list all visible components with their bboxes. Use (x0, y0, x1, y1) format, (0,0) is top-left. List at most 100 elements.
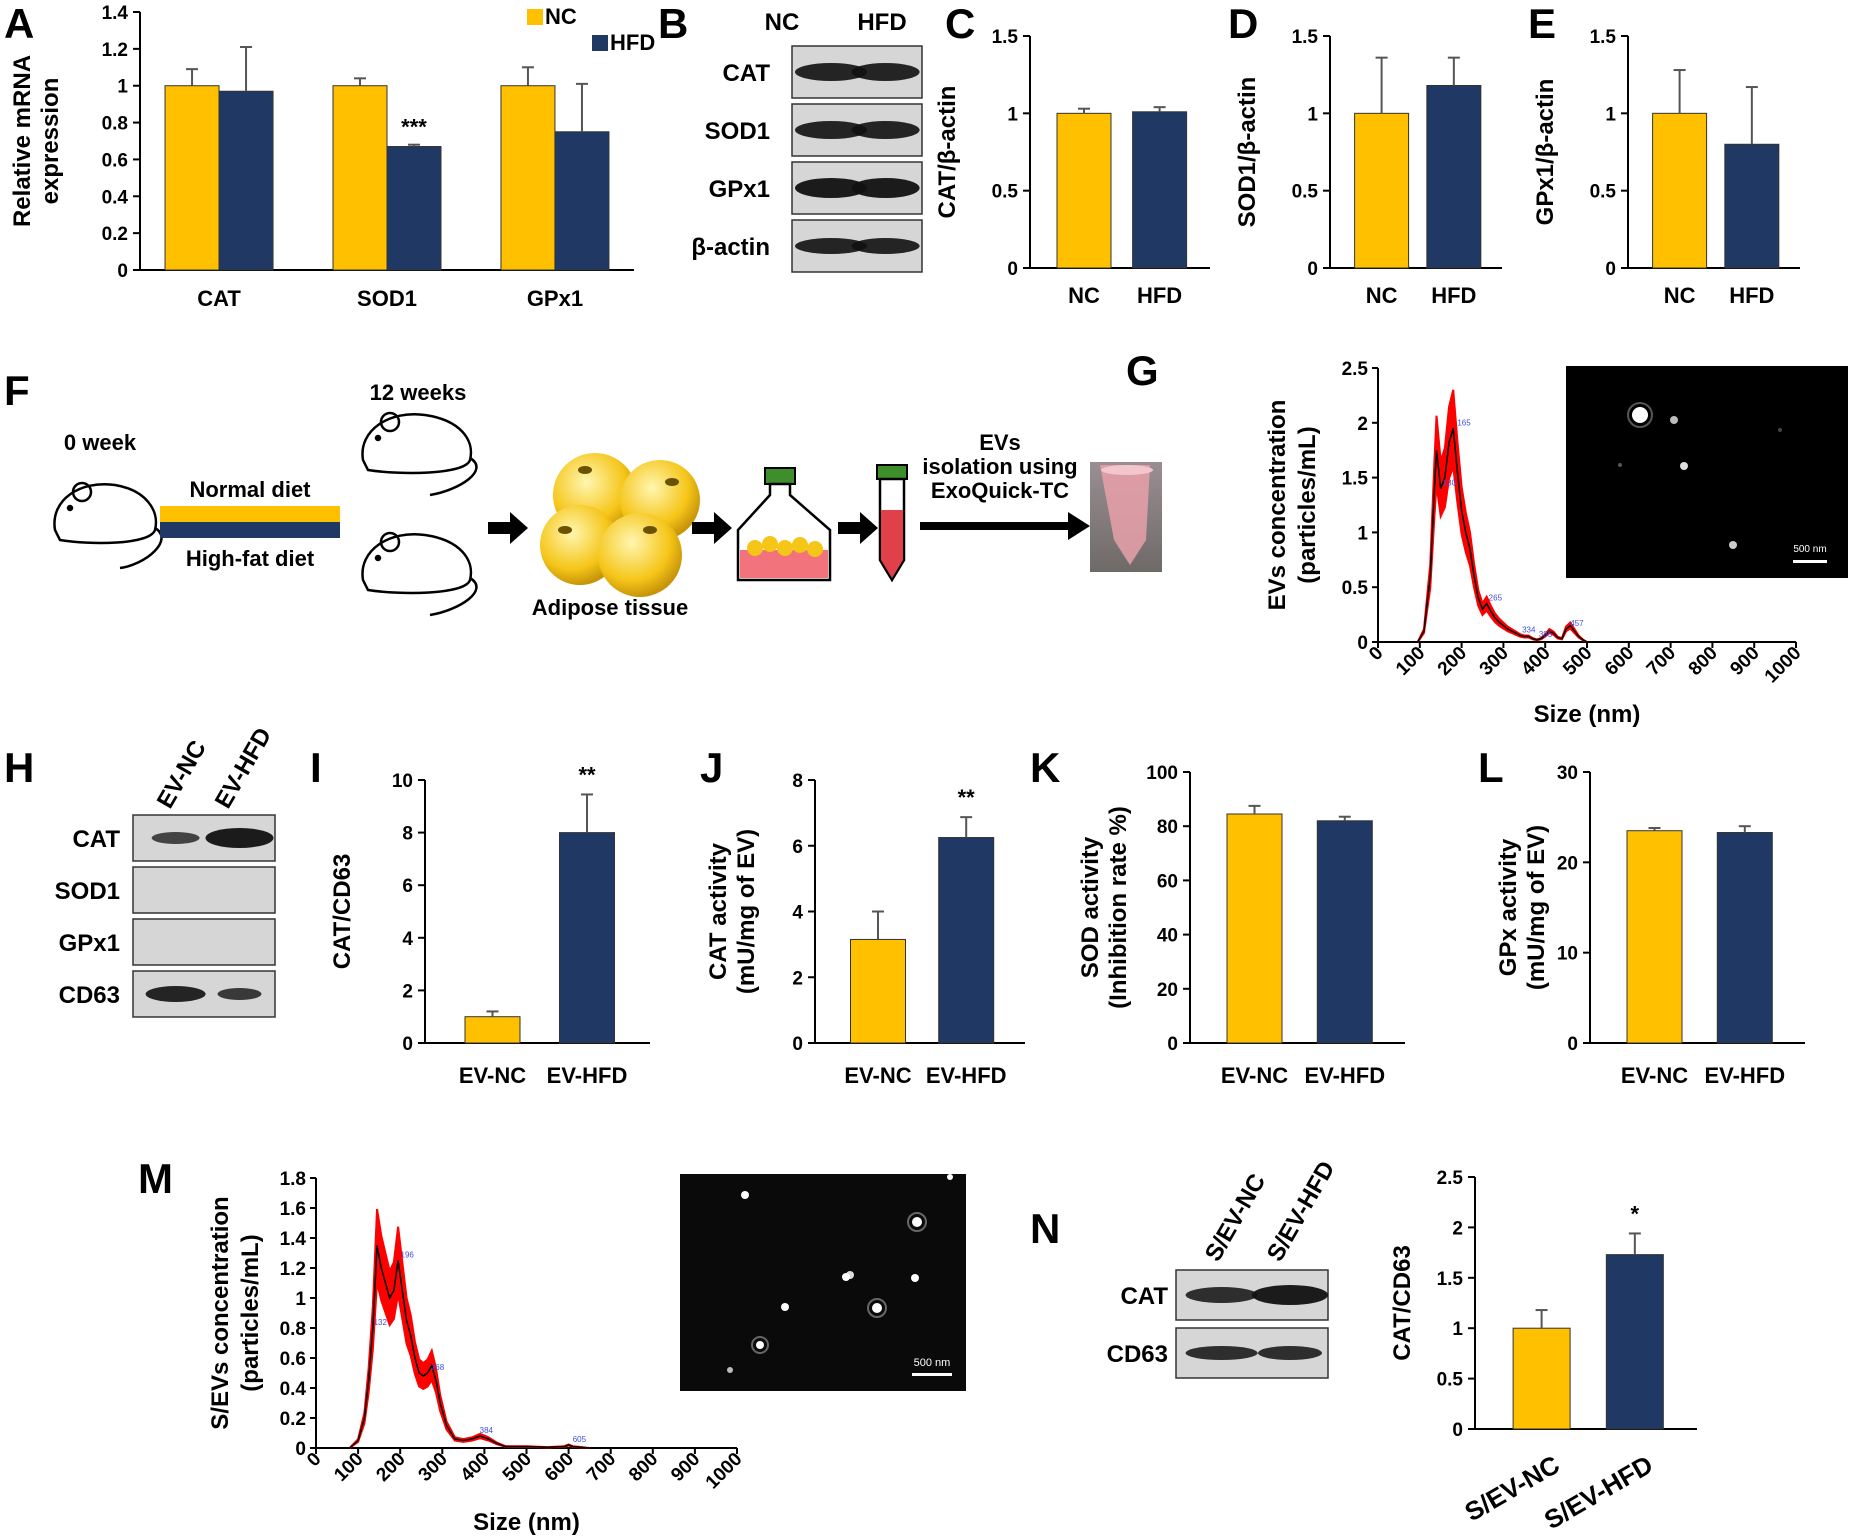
y-tick-label: 20 (1557, 853, 1578, 874)
blot-band (795, 63, 867, 81)
y-tick-label: 2 (792, 968, 803, 989)
blot-row-label: β-actin (691, 234, 770, 261)
bar-nc-cat (164, 85, 220, 271)
label-normal-diet: Normal diet (189, 477, 311, 502)
panel-label-f: F (4, 367, 30, 414)
peak-label: 334 (1522, 625, 1536, 634)
y-tick-label: 30 (1557, 763, 1578, 784)
bar-hfd-gpx1 (554, 131, 610, 271)
bar-hfd-cat (218, 90, 274, 271)
y-tick-label: 0.2 (102, 224, 128, 245)
x-tick-label: 800 (625, 1449, 662, 1486)
legend-label-hfd: HFD (610, 30, 655, 55)
x-category-label: EV-HFD (1704, 1063, 1785, 1088)
bar-hfd (1724, 143, 1780, 269)
y-tick-label: 1.4 (102, 3, 129, 24)
blot-band (851, 178, 920, 198)
peak-label: 132 (374, 1318, 388, 1327)
x-category-label: EV-HFD (926, 1063, 1007, 1088)
chart-d-sod1-beta-actin: 0 0.5 1 1.5 SOD1/β-actin NC HFD (1234, 27, 1502, 308)
bar-ev-hfd (1716, 832, 1773, 1044)
bar-hfd-sod1 (386, 146, 442, 271)
blot-band (1258, 1346, 1322, 1360)
y-tick-label: 0.4 (280, 1379, 307, 1400)
bar-ev-hfd (1316, 820, 1373, 1044)
adipocytes-icon (540, 453, 700, 597)
panel-label-a: A (4, 0, 34, 47)
panel-label-d: D (1228, 0, 1258, 47)
label-0-week: 0 week (64, 430, 137, 455)
x-tick-label: 600 (541, 1449, 578, 1486)
blot-band (205, 828, 274, 848)
panel-label-i: I (310, 744, 322, 791)
size-distribution-line (1417, 428, 1588, 643)
mouse-icon-start (53, 481, 163, 570)
label-adipose-tissue: Adipose tissue (532, 595, 688, 620)
peak-label: 385 (1539, 630, 1553, 639)
blot-b-rows: CAT SOD1 GPx1 β-actin (691, 45, 923, 273)
legend-a: NC HFD (527, 4, 655, 55)
panel-label-k: K (1030, 744, 1060, 791)
size-distribution-error-band (348, 1208, 590, 1449)
peak-label: 130 (1443, 479, 1457, 488)
significance-marker: ** (578, 762, 596, 787)
normal-diet-bar (160, 506, 340, 522)
bar-nc-gpx1 (500, 85, 556, 271)
x-category-label: HFD (1137, 283, 1182, 308)
panel-label-l: L (1478, 744, 1504, 791)
chart-j-cat-activity: 0 2 4 6 8 CAT activity (mU/mg of EV) EV-NC EV-HF… (705, 771, 1025, 1088)
y-tick-label: 1 (295, 1289, 306, 1310)
y-tick-label: 0 (1007, 259, 1018, 280)
blot-n: S/EV-NC S/EV-HFD CAT CD63 (1107, 1157, 1341, 1379)
blot-band (1252, 1285, 1328, 1305)
x-category-label: EV-NC (459, 1063, 526, 1088)
y-tick-label: 0 (117, 261, 128, 282)
bar-hfd (1132, 111, 1188, 269)
y-tick-label: 2 (1452, 1218, 1463, 1239)
y-tick-label: 0.5 (1437, 1370, 1464, 1391)
blot-band (145, 986, 206, 1002)
panel-label-g: G (1126, 347, 1159, 394)
y-tick-label: 1.5 (992, 27, 1019, 48)
y-tick-label: 0.6 (280, 1349, 306, 1370)
chart-e-gpx1-beta-actin: 0 0.5 1 1.5 GPx1/β-actin NC HFD (1532, 27, 1800, 308)
bar-s-ev-hfd (1605, 1254, 1664, 1430)
panel-label-b: B (658, 0, 688, 47)
y-tick-label: 0.8 (102, 114, 128, 135)
x-tick-label: 300 (415, 1449, 452, 1486)
panel-label-e: E (1528, 0, 1556, 47)
x-tick-label: 400 (457, 1449, 494, 1486)
x-tick-label: 1000 (1761, 643, 1806, 688)
blot-row-label: CD63 (1107, 1341, 1168, 1368)
y-tick-label: 1.2 (102, 40, 128, 61)
blot-b: NC HFD CAT SOD1 GPx1 β-actin (691, 9, 923, 273)
blot-band (1185, 1346, 1258, 1360)
y-tick-label: 4 (792, 903, 803, 924)
y-axis-label: GPx1/β-actin (1532, 79, 1559, 226)
y-tick-label: 1.4 (280, 1229, 307, 1250)
significance-marker: ** (958, 785, 976, 810)
x-category-label: EV-NC (1621, 1063, 1688, 1088)
x-tick-label: 500 (1559, 643, 1596, 680)
blot-n-col-sev-nc: S/EV-NC (1200, 1169, 1271, 1266)
blot-band (851, 121, 920, 139)
y-tick-label: 0.8 (280, 1319, 306, 1340)
blot-n-rows: CAT CD63 (1107, 1269, 1329, 1379)
y-axis-label: CAT/CD63 (329, 854, 356, 970)
peak-label: 268 (431, 1363, 445, 1372)
blot-band (795, 178, 867, 198)
x-category-label: EV-NC (844, 1063, 911, 1088)
blot-h-col-ev-nc: EV-NC (152, 736, 212, 813)
x-tick-label: 700 (1643, 643, 1680, 680)
y-tick-label: 0 (1567, 1034, 1578, 1055)
y-tick-label: 0 (295, 1439, 306, 1460)
y-tick-label: 8 (792, 771, 803, 792)
y-tick-label: 1 (1307, 104, 1318, 125)
y-tick-label: 2 (1357, 414, 1368, 435)
x-tick-label: 900 (667, 1449, 704, 1486)
x-tick-label: 0 (1365, 643, 1387, 665)
y-tick-label: 1 (1452, 1319, 1463, 1340)
chart-a-mrna-expression: 0 0.2 0.4 0.6 0.8 1 1.2 1.4 Relative mRNA express… (9, 3, 634, 311)
chart-i-cat-cd63: 0 2 4 6 8 10 CAT/CD63 EV-NC EV-HFD ** (329, 762, 650, 1088)
